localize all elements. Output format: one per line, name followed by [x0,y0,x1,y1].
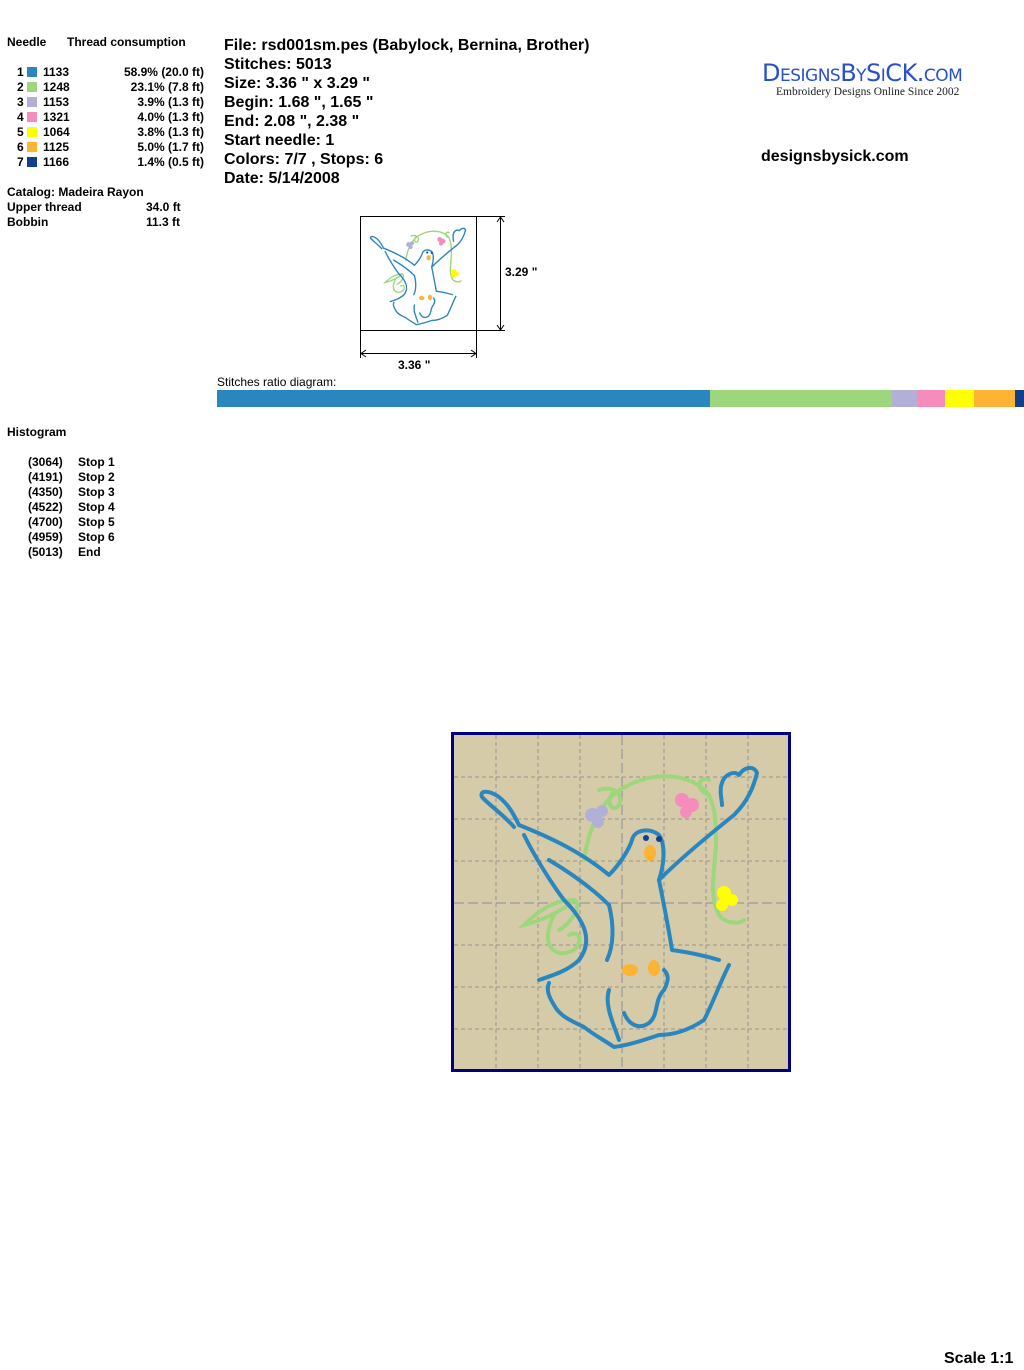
needle-number: 3 [17,95,24,109]
file-name: File: rsd001sm.pes (Babylock, Bernina, B… [224,37,590,54]
stitch-count: (4191) [28,470,63,484]
ratio-segment [944,390,974,407]
histogram-row: (3064) Stop 1 [28,455,115,470]
upper-thread-label: Upper thread [7,200,82,214]
stitches-ratio-bar [217,390,1024,407]
stitch-count: (4350) [28,485,63,499]
thread-code: 1064 [43,125,70,139]
thread-consumption: 3.8% (1.3 ft) [137,125,204,139]
thread-color-swatch [27,142,37,152]
stitch-count: (3064) [28,455,63,469]
histogram-row: (4959) Stop 6 [28,530,115,545]
ratio-segment [973,390,1016,407]
thread-row: 6 1125 5.0% (1.7 ft) [7,140,212,155]
ratio-segment [710,390,892,407]
thread-row: 4 1321 4.0% (1.3 ft) [7,110,212,125]
ratio-segment [1015,390,1024,407]
stitch-count: Stitches: 5013 [224,56,332,73]
stitch-count: (4700) [28,515,63,529]
thread-code: 1133 [43,65,70,79]
thread-row: 1 1133 58.9% (20.0 ft) [7,65,212,80]
stitch-count: (4959) [28,530,63,544]
thread-code: 1153 [43,95,70,109]
thread-code: 1166 [43,155,70,169]
thread-code: 1248 [43,80,70,94]
needle-number: 6 [17,140,24,154]
thumbnail-frame [360,216,477,331]
end-position: End: 2.08 ", 2.38 " [224,113,360,130]
needle-header: Needle [7,35,47,49]
stop-label: Stop 6 [78,530,115,544]
stop-label: Stop 5 [78,515,115,529]
histogram-row: (4700) Stop 5 [28,515,115,530]
thread-color-swatch [27,67,37,77]
needle-number: 4 [17,110,24,124]
ratio-label: Stitches ratio diagram: [217,375,337,389]
stitch-count: (4522) [28,500,63,514]
design-info: File: rsd001sm.pes (Babylock, Bernina, B… [224,36,589,188]
thread-code: 1125 [43,140,70,154]
bobbin-label: Bobbin [7,215,49,229]
histogram-title: Histogram [7,425,67,439]
thread-code: 1321 [43,110,70,124]
width-arrows [360,349,477,358]
thread-consumption: 1.4% (0.5 ft) [137,155,204,169]
design-preview [451,732,791,1072]
design-thumbnail [360,216,505,358]
thread-row: 3 1153 3.9% (1.3 ft) [7,95,212,110]
needle-number: 1 [17,65,24,79]
thread-color-swatch [27,112,37,122]
logo-text: DesignsBySiCK.com [762,59,963,87]
width-label: 3.36 " [398,358,431,372]
begin-position: Begin: 1.68 ", 1.65 " [224,94,374,111]
thread-row: 7 1166 1.4% (0.5 ft) [7,155,212,170]
needle-number: 2 [17,80,24,94]
thread-row: 2 1248 23.1% (7.8 ft) [7,80,212,95]
histogram-row: (4522) Stop 4 [28,500,115,515]
thread-color-swatch [27,127,37,137]
stop-label: End [78,545,101,559]
colors-stops: Colors: 7/7 , Stops: 6 [224,151,384,168]
height-arrows [496,216,505,331]
stop-label: Stop 2 [78,470,115,484]
upper-thread-value: 34.0 ft [146,200,181,214]
ratio-segment [217,390,711,407]
thread-consumption-header: Thread consumption [67,35,186,49]
histogram-row: (5013) End [28,545,101,560]
thread-consumption: 23.1% (7.8 ft) [130,80,204,94]
needle-number: 5 [17,125,24,139]
height-label: 3.29 " [505,265,538,279]
scale-label: Scale 1:1 [944,1350,1014,1367]
logo-tagline: Embroidery Designs Online Since 2002 [776,86,960,98]
stop-label: Stop 1 [78,455,115,469]
thread-consumption: 3.9% (1.3 ft) [137,95,204,109]
thread-consumption: 58.9% (20.0 ft) [123,65,204,79]
histogram-row: (4350) Stop 3 [28,485,115,500]
needle-number: 7 [17,155,24,169]
stop-label: Stop 3 [78,485,115,499]
stitch-count: (5013) [28,545,63,559]
ratio-segment [917,390,945,407]
histogram-row: (4191) Stop 2 [28,470,115,485]
thread-row: 5 1064 3.8% (1.3 ft) [7,125,212,140]
bobbin-value: 11.3 ft [146,215,181,229]
brand-url[interactable]: designsbysick.com [761,148,909,165]
catalog-label: Catalog: Madeira Rayon [7,185,144,199]
hoop-frame [451,732,791,1072]
thread-color-swatch [27,157,37,167]
stop-label: Stop 4 [78,500,115,514]
thread-color-swatch [27,97,37,107]
thread-color-swatch [27,82,37,92]
design-size: Size: 3.36 " x 3.29 " [224,75,370,92]
brand-logo: DesignsBySiCK.com Embroidery Designs Onl… [762,60,992,98]
ratio-segment [891,390,918,407]
design-date: Date: 5/14/2008 [224,170,340,187]
start-needle: Start needle: 1 [224,132,335,149]
thread-consumption: 5.0% (1.7 ft) [137,140,204,154]
thread-consumption: 4.0% (1.3 ft) [137,110,204,124]
